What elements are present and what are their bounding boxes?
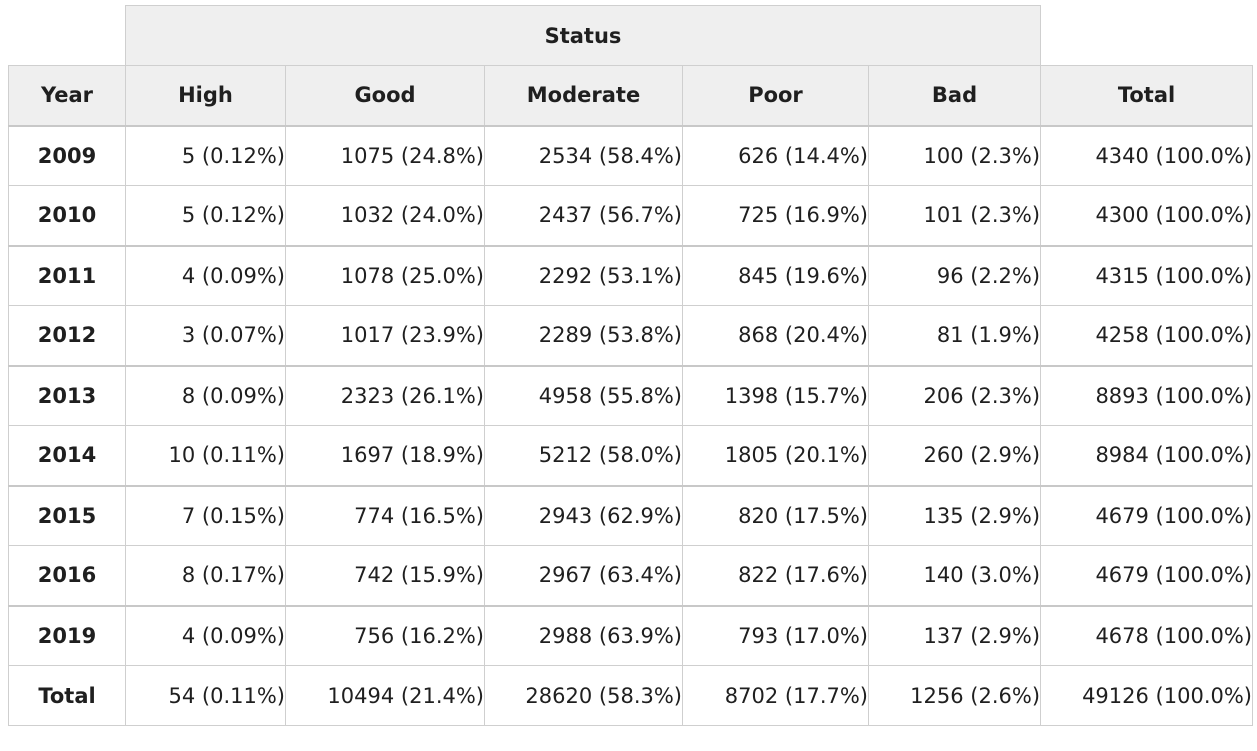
column-header-moderate: Moderate [484, 65, 683, 126]
cell-total: 4679 (100.0%) [1040, 545, 1254, 606]
cell-high: 8 (0.17%) [125, 545, 286, 606]
column-header-total: Total [1040, 65, 1254, 126]
cell-moderate: 5212 (58.0%) [484, 425, 683, 486]
cell-poor: 1805 (20.1%) [682, 425, 869, 486]
cell-bad: 100 (2.3%) [867, 124, 1042, 186]
cell-year: 2011 [8, 244, 126, 306]
cell-moderate: 2943 (62.9%) [484, 484, 683, 546]
cell-bad: 260 (2.9%) [867, 425, 1042, 486]
cell-bad: 1256 (2.6%) [867, 665, 1042, 726]
cell-year: 2019 [8, 604, 126, 666]
cell-bad: 101 (2.3%) [867, 185, 1042, 246]
cell-year: 2015 [8, 484, 126, 546]
cell-bad: 137 (2.9%) [867, 604, 1042, 666]
cell-moderate: 2988 (63.9%) [484, 604, 683, 666]
cell-total: 8893 (100.0%) [1040, 364, 1254, 426]
cell-moderate: 28620 (58.3%) [484, 665, 683, 726]
table-row: 2015 7 (0.15%) 774 (16.5%) 2943 (62.9%) 820 … [8, 484, 1254, 546]
group-header-spacer [1040, 5, 1253, 66]
cell-high: 5 (0.12%) [125, 124, 286, 186]
cell-good: 742 (15.9%) [285, 545, 485, 606]
cell-poor: 845 (19.6%) [682, 244, 869, 306]
cell-poor: 626 (14.4%) [682, 124, 869, 186]
cell-poor: 1398 (15.7%) [682, 364, 869, 426]
cell-poor: 820 (17.5%) [682, 484, 869, 546]
column-header-high: High [125, 65, 286, 126]
cell-moderate: 2967 (63.4%) [484, 545, 683, 606]
cell-moderate: 2289 (53.8%) [484, 305, 683, 366]
cell-year: 2012 [8, 305, 126, 366]
table-row: 2014 10 (0.11%) 1697 (18.9%) 5212 (58.0%) 18… [8, 425, 1254, 486]
cell-high: 4 (0.09%) [125, 244, 286, 306]
cell-bad: 135 (2.9%) [867, 484, 1042, 546]
cell-good: 1078 (25.0%) [285, 244, 485, 306]
cell-year: Total [8, 665, 126, 726]
status-table: Status Year High Good Moderate Poor Bad … [8, 5, 1254, 726]
cell-good: 2323 (26.1%) [285, 364, 485, 426]
cell-high: 54 (0.11%) [125, 665, 286, 726]
cell-year: 2009 [8, 124, 126, 186]
column-header-poor: Poor [682, 65, 869, 126]
table-row: Total 54 (0.11%) 10494 (21.4%) 28620 (58.3%… [8, 665, 1254, 726]
cell-poor: 725 (16.9%) [682, 185, 869, 246]
cell-total: 4678 (100.0%) [1040, 604, 1254, 666]
column-header-row: Year High Good Moderate Poor Bad Total [8, 65, 1254, 126]
group-header-spacer [8, 5, 126, 66]
table-row: 2009 5 (0.12%) 1075 (24.8%) 2534 (58.4%) 626… [8, 124, 1254, 186]
status-group-header: Status [124, 5, 1042, 66]
cell-good: 1017 (23.9%) [285, 305, 485, 366]
table-row: 2010 5 (0.12%) 1032 (24.0%) 2437 (56.7%) 725… [8, 185, 1254, 246]
cell-high: 8 (0.09%) [125, 364, 286, 426]
table-row: 2016 8 (0.17%) 742 (15.9%) 2967 (63.4%) 822 … [8, 545, 1254, 606]
table-row: 2011 4 (0.09%) 1078 (25.0%) 2292 (53.1%) 845… [8, 244, 1254, 306]
cell-poor: 793 (17.0%) [682, 604, 869, 666]
cell-total: 4315 (100.0%) [1040, 244, 1254, 306]
column-header-bad: Bad [867, 65, 1042, 126]
table-row: 2019 4 (0.09%) 756 (16.2%) 2988 (63.9%) 793 … [8, 604, 1254, 666]
cell-high: 4 (0.09%) [125, 604, 286, 666]
column-header-year: Year [8, 65, 126, 126]
cell-total: 4340 (100.0%) [1040, 124, 1254, 186]
cell-high: 10 (0.11%) [125, 425, 286, 486]
cell-high: 3 (0.07%) [125, 305, 286, 366]
cell-good: 774 (16.5%) [285, 484, 485, 546]
cell-bad: 140 (3.0%) [867, 545, 1042, 606]
cell-year: 2014 [8, 425, 126, 486]
cell-bad: 81 (1.9%) [867, 305, 1042, 366]
cell-high: 7 (0.15%) [125, 484, 286, 546]
cell-year: 2010 [8, 185, 126, 246]
cell-moderate: 4958 (55.8%) [484, 364, 683, 426]
cell-moderate: 2534 (58.4%) [484, 124, 683, 186]
cell-bad: 96 (2.2%) [867, 244, 1042, 306]
cell-high: 5 (0.12%) [125, 185, 286, 246]
cell-poor: 868 (20.4%) [682, 305, 869, 366]
group-header-row: Status [8, 5, 1253, 66]
cell-bad: 206 (2.3%) [867, 364, 1042, 426]
table-row: 2013 8 (0.09%) 2323 (26.1%) 4958 (55.8%) 139… [8, 364, 1254, 426]
cell-total: 8984 (100.0%) [1040, 425, 1254, 486]
cell-moderate: 2292 (53.1%) [484, 244, 683, 306]
cell-moderate: 2437 (56.7%) [484, 185, 683, 246]
cell-total: 4679 (100.0%) [1040, 484, 1254, 546]
cell-good: 1697 (18.9%) [285, 425, 485, 486]
cell-good: 1075 (24.8%) [285, 124, 485, 186]
cell-total: 49126 (100.0%) [1040, 665, 1254, 726]
cell-total: 4300 (100.0%) [1040, 185, 1254, 246]
cell-poor: 8702 (17.7%) [682, 665, 869, 726]
cell-poor: 822 (17.6%) [682, 545, 869, 606]
cell-good: 1032 (24.0%) [285, 185, 485, 246]
column-header-good: Good [285, 65, 485, 126]
cell-total: 4258 (100.0%) [1040, 305, 1254, 366]
table-row: 2012 3 (0.07%) 1017 (23.9%) 2289 (53.8%) 868… [8, 305, 1254, 366]
cell-good: 10494 (21.4%) [285, 665, 485, 726]
cell-year: 2013 [8, 364, 126, 426]
cell-good: 756 (16.2%) [285, 604, 485, 666]
table-body: 2009 5 (0.12%) 1075 (24.8%) 2534 (58.4%) 626… [8, 124, 1254, 726]
cell-year: 2016 [8, 545, 126, 606]
